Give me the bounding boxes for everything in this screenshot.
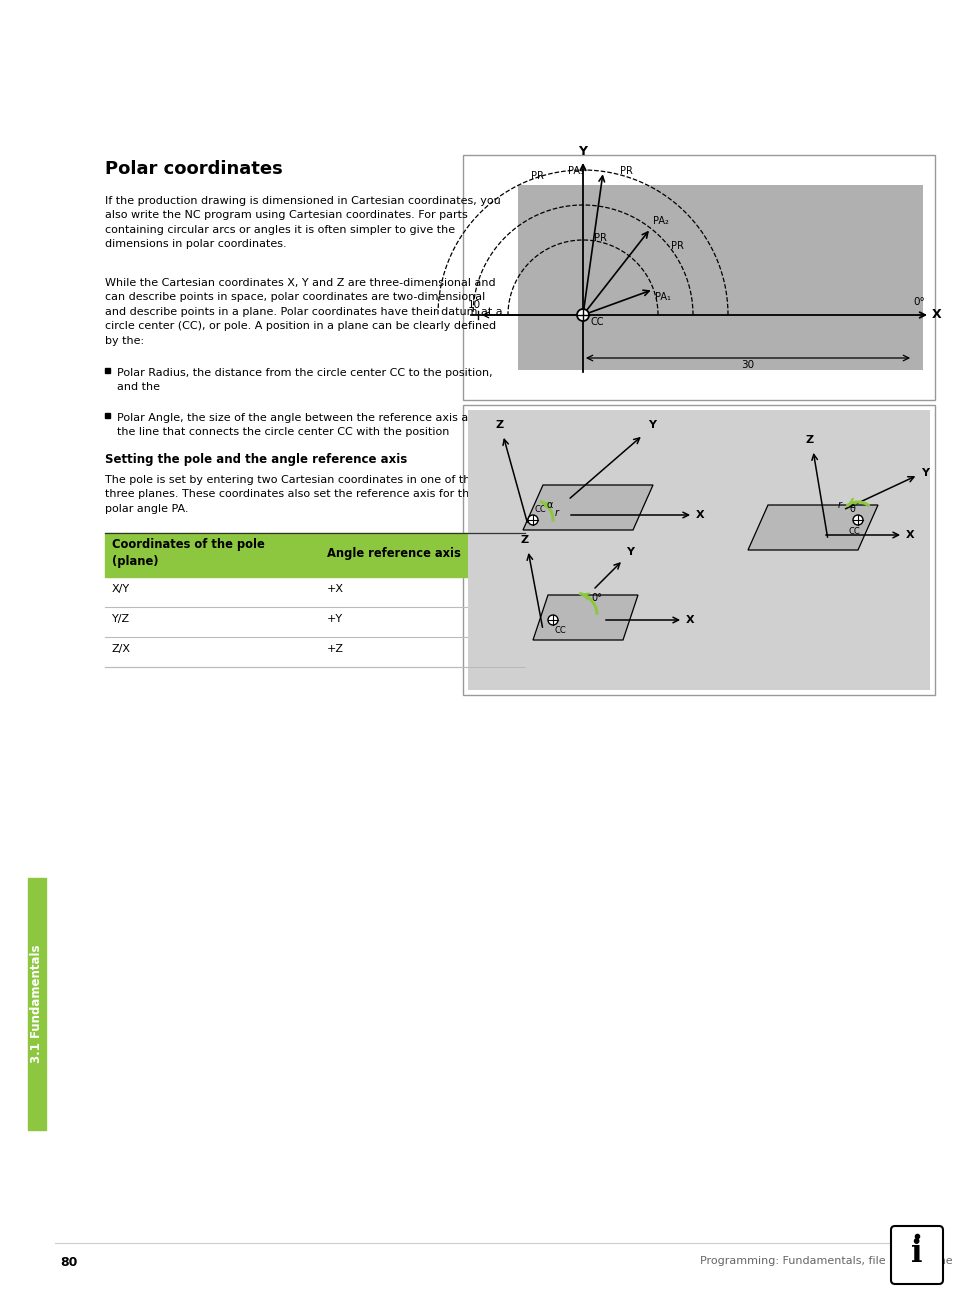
Circle shape <box>547 615 558 625</box>
Bar <box>105 368 110 373</box>
Bar <box>105 637 524 667</box>
Circle shape <box>577 309 588 320</box>
Bar <box>462 156 934 400</box>
Text: If the production drawing is dimensioned in Cartesian coordinates, you
also writ: If the production drawing is dimensioned… <box>105 196 500 250</box>
Text: Y: Y <box>625 547 634 557</box>
Text: X: X <box>685 615 694 625</box>
Text: Z: Z <box>805 436 813 445</box>
Circle shape <box>852 515 862 525</box>
Text: Z: Z <box>520 535 529 545</box>
Text: Coordinates of the pole
(plane): Coordinates of the pole (plane) <box>112 538 265 568</box>
Text: PA₁: PA₁ <box>655 293 671 302</box>
Polygon shape <box>533 595 638 640</box>
Text: 10: 10 <box>468 300 480 310</box>
Text: PA₂: PA₂ <box>652 216 668 226</box>
Text: X: X <box>931 309 941 322</box>
Text: α: α <box>546 500 553 510</box>
Text: CC: CC <box>590 317 604 327</box>
Text: X/Y: X/Y <box>112 583 130 594</box>
Text: +Z: +Z <box>327 644 344 654</box>
Polygon shape <box>747 505 877 549</box>
Text: Programming: Fundamentals, file management: Programming: Fundamentals, file manageme… <box>700 1256 953 1266</box>
Text: r: r <box>555 508 558 518</box>
Text: Y: Y <box>578 145 587 158</box>
Text: CC: CC <box>847 527 859 536</box>
Polygon shape <box>522 485 652 530</box>
Bar <box>468 409 929 691</box>
Text: PR: PR <box>594 233 607 242</box>
Circle shape <box>527 515 537 525</box>
Bar <box>105 607 524 637</box>
Text: PR: PR <box>670 241 683 251</box>
Text: Y: Y <box>647 420 656 430</box>
Text: Z: Z <box>496 420 503 430</box>
Text: X: X <box>696 510 704 521</box>
Text: θ: θ <box>849 504 855 514</box>
FancyBboxPatch shape <box>890 1226 942 1284</box>
Bar <box>462 405 934 695</box>
Text: PR: PR <box>619 166 632 177</box>
Text: CC: CC <box>555 627 566 634</box>
Text: Polar Angle, the size of the angle between the reference axis and
the line that : Polar Angle, the size of the angle betwe… <box>117 413 482 437</box>
Text: i: i <box>910 1237 922 1269</box>
Text: Polar Radius, the distance from the circle center CC to the position,
and the: Polar Radius, the distance from the circ… <box>117 368 492 392</box>
Text: CC: CC <box>535 505 546 514</box>
Text: 80: 80 <box>60 1256 77 1269</box>
Text: Z/X: Z/X <box>112 644 131 654</box>
Text: While the Cartesian coordinates X, Y and Z are three-dimensional and
can describ: While the Cartesian coordinates X, Y and… <box>105 279 502 345</box>
Text: 30: 30 <box>740 360 754 370</box>
Text: Angle reference axis: Angle reference axis <box>327 547 460 560</box>
Bar <box>28 878 46 1130</box>
Text: Polar coordinates: Polar coordinates <box>105 160 282 178</box>
Bar <box>517 184 923 370</box>
Text: +X: +X <box>327 583 344 594</box>
Text: PR: PR <box>530 170 543 181</box>
Bar <box>105 413 110 419</box>
Text: r: r <box>837 500 841 510</box>
Text: Setting the pole and the angle reference axis: Setting the pole and the angle reference… <box>105 453 407 466</box>
Bar <box>105 532 524 577</box>
Bar <box>105 577 524 607</box>
Text: X: X <box>905 530 914 540</box>
Text: PA₃: PA₃ <box>568 166 583 177</box>
Text: +Y: +Y <box>327 613 343 624</box>
Text: The pole is set by entering two Cartesian coordinates in one of the
three planes: The pole is set by entering two Cartesia… <box>105 475 476 514</box>
Text: 0°: 0° <box>590 593 601 603</box>
Text: 3.1 Fundamentals: 3.1 Fundamentals <box>30 944 44 1063</box>
Text: Y: Y <box>920 468 928 477</box>
Text: Y/Z: Y/Z <box>112 613 130 624</box>
Text: 0°: 0° <box>912 297 923 307</box>
